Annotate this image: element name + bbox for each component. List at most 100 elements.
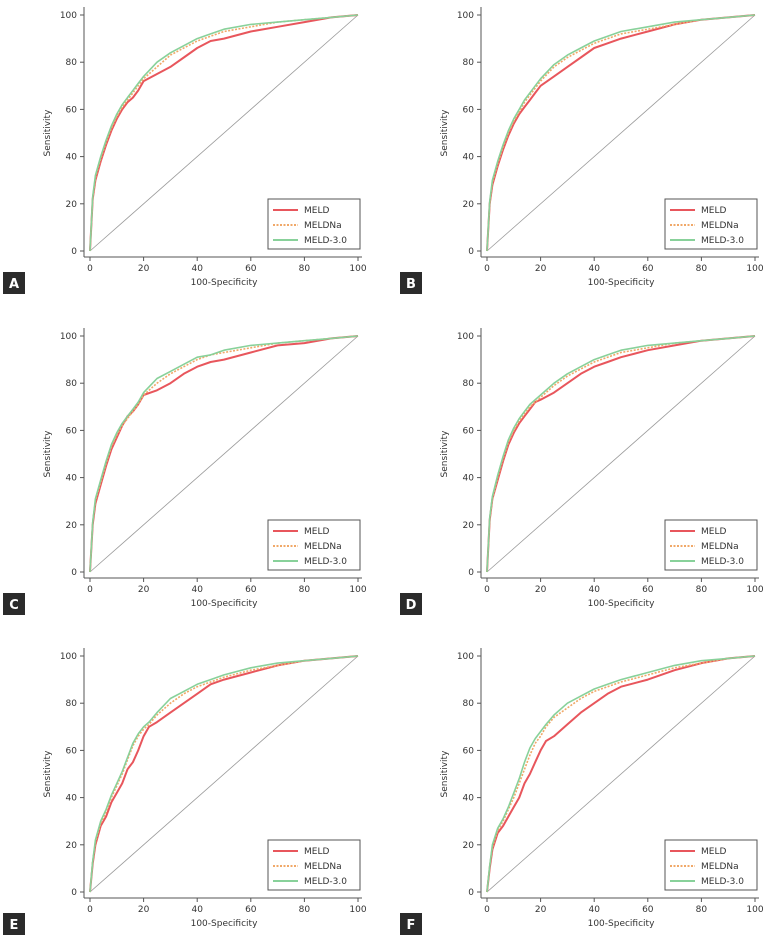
x-tick-label: 60: [642, 905, 654, 915]
series-line-meld: [486, 14, 756, 252]
y-tick-label: 40: [66, 474, 78, 484]
y-tick-label: 20: [463, 521, 475, 531]
x-tick-label: 20: [138, 585, 150, 595]
series-line-meld-3-0: [89, 14, 359, 252]
y-tick-label: 20: [66, 200, 78, 210]
x-tick-label: 0: [484, 264, 490, 274]
legend-label: MELD-3.0: [701, 557, 744, 567]
legend-label: MELDNa: [701, 862, 739, 872]
y-axis-title: Sensitivity: [43, 430, 53, 478]
y-tick-label: 0: [468, 568, 474, 578]
panel-label: E: [3, 913, 25, 935]
x-axis-title: 100-Specificity: [191, 919, 258, 929]
panel-label-badge: [3, 272, 25, 294]
x-tick-label: 40: [588, 585, 600, 595]
x-axis-title: 100-Specificity: [588, 278, 655, 288]
y-tick-label: 20: [66, 841, 78, 851]
roc-panel-f: 0 20 40 60 80 100 0 20 40 60 80 100 100-Specificity S…: [400, 648, 764, 935]
x-tick-label: 20: [535, 585, 547, 595]
y-tick-label: 0: [71, 247, 77, 257]
roc-panel-c: 0 20 40 60 80 100 0 20 40 60 80 100 100-Specificity S…: [3, 328, 367, 615]
y-tick-label: 100: [60, 332, 77, 342]
panel-label-text: B: [406, 277, 416, 292]
panel-label: A: [3, 272, 25, 294]
legend-label: MELD: [304, 847, 329, 857]
x-tick-label: 0: [484, 585, 490, 595]
series-line-meld-3-0: [486, 14, 756, 252]
x-tick-label: 80: [299, 585, 311, 595]
y-tick-label: 60: [66, 105, 78, 115]
roc-panel-a: 0 20 40 60 80 100 0 20 40 60 80 100 100-Specificity S…: [3, 7, 367, 294]
series-line-meld-3-0: [89, 335, 359, 573]
panel-label-text: A: [9, 277, 19, 292]
x-axis-title: 100-Specificity: [588, 599, 655, 609]
x-tick-label: 100: [349, 264, 366, 274]
y-axis-title: Sensitivity: [43, 750, 53, 798]
legend-label: MELD: [701, 847, 726, 857]
y-tick-label: 100: [457, 332, 474, 342]
legend-label: MELDNa: [304, 862, 342, 872]
x-tick-label: 60: [642, 585, 654, 595]
panel-label: D: [400, 593, 422, 615]
y-tick-label: 20: [463, 200, 475, 210]
y-tick-label: 40: [66, 153, 78, 163]
y-tick-label: 0: [71, 568, 77, 578]
y-tick-label: 80: [463, 699, 475, 709]
y-tick-label: 80: [66, 379, 78, 389]
y-axis-title: Sensitivity: [440, 750, 450, 798]
legend-label: MELD-3.0: [701, 877, 744, 887]
roc-panel-e: 0 20 40 60 80 100 0 20 40 60 80 100 100-Specificity S…: [3, 648, 367, 935]
panel-label-badge: [3, 593, 25, 615]
y-tick-label: 60: [66, 426, 78, 436]
legend: MELD MELDNa MELD-3.0: [267, 198, 361, 250]
reference-diagonal: [486, 14, 756, 252]
y-tick-label: 20: [66, 521, 78, 531]
y-axis-title: Sensitivity: [440, 109, 450, 157]
series-line-meldna: [89, 14, 359, 252]
reference-diagonal: [89, 14, 359, 252]
y-tick-label: 60: [463, 746, 475, 756]
y-tick-label: 80: [463, 58, 475, 68]
y-tick-label: 80: [463, 379, 475, 389]
x-tick-label: 60: [245, 264, 257, 274]
legend-label: MELD: [304, 527, 329, 537]
panel-label: C: [3, 593, 25, 615]
y-tick-label: 100: [457, 652, 474, 662]
x-tick-label: 80: [299, 905, 311, 915]
y-tick-label: 0: [468, 888, 474, 898]
series-line-meld-3-0: [486, 655, 756, 893]
y-axis-title: Sensitivity: [43, 109, 53, 157]
y-tick-label: 0: [468, 247, 474, 257]
y-tick-label: 80: [66, 699, 78, 709]
series-line-meldna: [486, 655, 756, 893]
legend-label: MELDNa: [304, 542, 342, 552]
reference-diagonal: [89, 655, 359, 893]
series-line-meld: [89, 655, 359, 893]
y-tick-label: 40: [463, 153, 475, 163]
x-tick-label: 100: [746, 585, 763, 595]
y-tick-label: 100: [60, 11, 77, 21]
y-tick-label: 0: [71, 888, 77, 898]
x-tick-label: 20: [535, 264, 547, 274]
panel-label: F: [400, 913, 422, 935]
x-tick-label: 80: [696, 264, 708, 274]
series-line-meld-3-0: [486, 335, 756, 573]
x-tick-label: 40: [191, 585, 203, 595]
series-line-meld: [486, 655, 756, 893]
panel-label-badge: [3, 913, 25, 935]
y-tick-label: 40: [463, 474, 475, 484]
x-tick-label: 0: [87, 905, 93, 915]
reference-diagonal: [486, 335, 756, 573]
y-tick-label: 60: [463, 426, 475, 436]
roc-panel-b: 0 20 40 60 80 100 0 20 40 60 80 100 100-Specificity S…: [400, 7, 764, 294]
x-tick-label: 80: [696, 585, 708, 595]
x-tick-label: 100: [746, 905, 763, 915]
panel-label-text: E: [10, 918, 19, 933]
panel-label-text: F: [407, 918, 416, 933]
x-tick-label: 20: [138, 905, 150, 915]
panel-label-badge: [400, 593, 422, 615]
legend: MELD MELDNa MELD-3.0: [664, 519, 758, 571]
y-tick-label: 100: [60, 652, 77, 662]
y-tick-label: 20: [463, 841, 475, 851]
x-tick-label: 40: [191, 264, 203, 274]
